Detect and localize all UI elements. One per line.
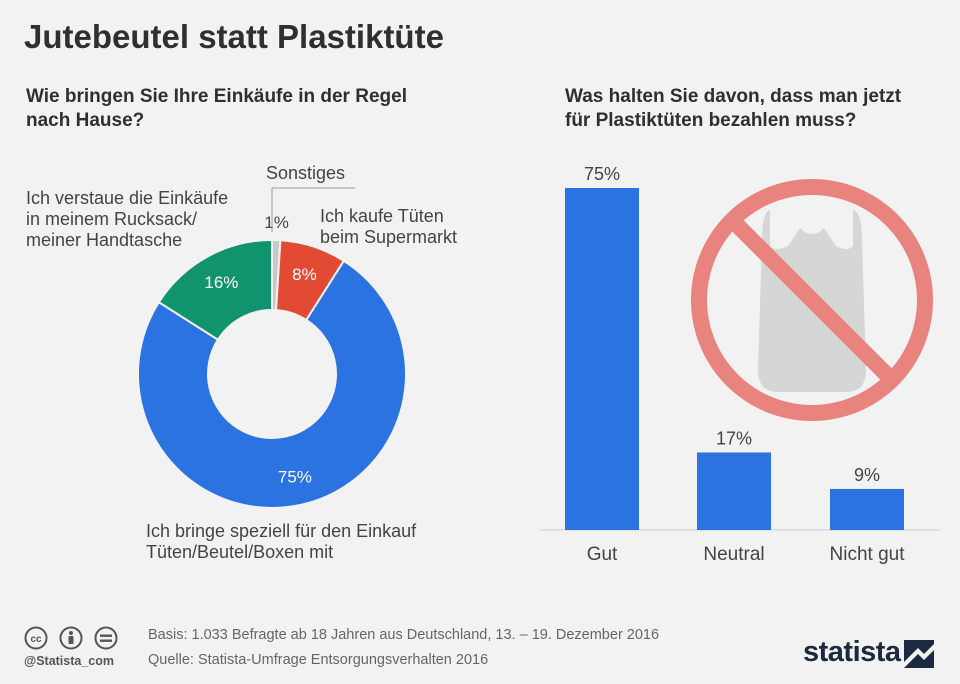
label-speziell: Ich bringe speziell für den Einkauf Tüte… xyxy=(146,521,417,562)
donut-value-label: 75% xyxy=(278,467,312,486)
bar-category-label: Neutral xyxy=(703,544,764,565)
bar xyxy=(697,452,771,530)
no-derivatives-icon xyxy=(94,626,118,650)
svg-text:cc: cc xyxy=(30,634,42,645)
bar-category-label: Nicht gut xyxy=(830,544,906,565)
donut-slice xyxy=(157,238,273,342)
donut-value-label: 16% xyxy=(204,273,238,292)
page-title: Jutebeutel statt Plastiktüte xyxy=(24,18,444,55)
forbidden-slash xyxy=(726,214,898,386)
donut-value-label: 8% xyxy=(292,265,317,284)
bar-value-label: 75% xyxy=(584,164,620,184)
attribution-icon xyxy=(59,626,83,650)
license-icons: cc xyxy=(24,626,118,650)
forbidden-ring xyxy=(691,179,933,421)
bar-value-label: 17% xyxy=(716,428,752,448)
donut-slice xyxy=(137,259,407,509)
bar xyxy=(830,488,904,530)
bar xyxy=(565,188,639,530)
label-tueten: Ich kaufe Tüten beim Supermarkt xyxy=(320,206,458,247)
no-plastic-bag-icon xyxy=(691,179,933,421)
footer-basis: Basis: 1.033 Befragte ab 18 Jahren aus D… xyxy=(148,627,660,643)
twitter-handle: @Statista_com xyxy=(24,654,114,668)
cc-icon: cc xyxy=(24,626,48,650)
brand-name: statista xyxy=(803,636,901,668)
donut-value-label: 1% xyxy=(264,213,289,232)
footer-source: Quelle: Statista-Umfrage Entsorgungsverh… xyxy=(148,652,489,668)
donut-question: Wie bringen Sie Ihre Einkäufe in der Reg… xyxy=(26,86,407,131)
label-sonstiges: Sonstiges xyxy=(266,163,346,183)
bar-category-label: Gut xyxy=(587,544,618,565)
statista-logo-icon xyxy=(904,640,934,668)
bar-value-label: 9% xyxy=(854,465,880,485)
label-rucksack: Ich verstaue die Einkäufe in meinem Ruck… xyxy=(26,188,229,250)
bar-question: Was halten Sie davon, dass man jetzt für… xyxy=(565,86,902,131)
